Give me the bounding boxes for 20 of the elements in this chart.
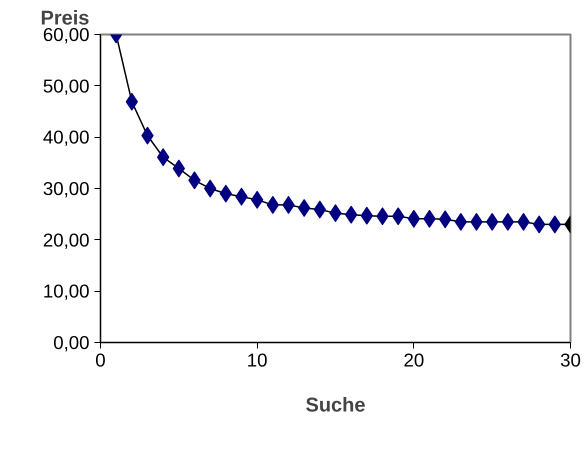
y-tick-label: 40,00 xyxy=(42,126,90,148)
y-tick-label: 0,00 xyxy=(53,332,90,353)
x-tick-label: 0 xyxy=(95,350,106,370)
point xyxy=(423,210,436,228)
x-tick-label: 30 xyxy=(560,350,581,370)
point xyxy=(517,212,530,231)
point xyxy=(141,126,154,145)
x-axis-title: Suche xyxy=(305,394,366,416)
y-tick-label: 10,00 xyxy=(42,280,90,302)
y-tick-label: 50,00 xyxy=(42,75,90,96)
y-tick-label: 20,00 xyxy=(42,229,90,250)
x-tick-label: 20 xyxy=(403,350,424,370)
x-tick-label: 10 xyxy=(246,350,268,370)
point xyxy=(235,188,248,206)
point xyxy=(188,171,201,190)
point xyxy=(470,212,483,231)
point xyxy=(376,207,389,226)
y-tick-label: 30,00 xyxy=(42,178,90,199)
point xyxy=(329,204,342,222)
point xyxy=(282,196,295,214)
